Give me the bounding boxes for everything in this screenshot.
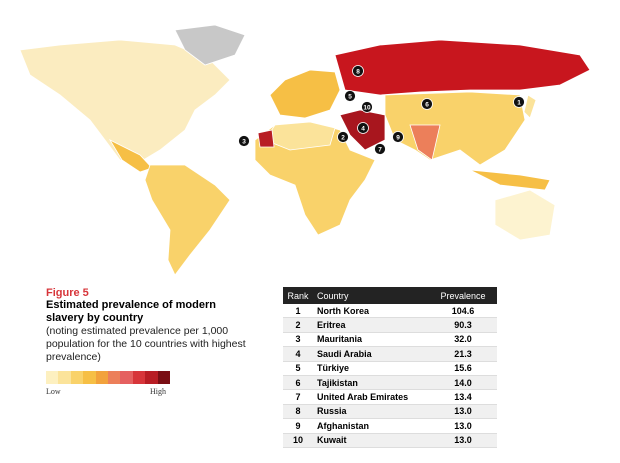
table-row: 1 North Korea 104.6	[283, 304, 497, 319]
rank-marker	[238, 135, 250, 147]
table-cell: 6	[283, 375, 313, 391]
figure-title: Estimated prevalence of modern slavery b…	[46, 299, 216, 324]
rank-marker-label: 10	[363, 105, 371, 112]
table-cell: Tajikistan	[313, 375, 429, 391]
table-cell: 3	[283, 332, 313, 348]
rank-marker	[361, 101, 373, 113]
table-row: 9 Afghanistan 13.0	[283, 418, 497, 434]
table-row: 4 Saudi Arabia 21.3	[283, 346, 497, 362]
table-cell: 104.6	[429, 304, 497, 319]
swatch	[132, 371, 146, 384]
header-row: Rank Country Prevalence	[283, 287, 497, 304]
north-america	[19, 39, 231, 163]
rank-marker	[352, 65, 364, 77]
table-cell: Mauritania	[313, 332, 429, 348]
rank-marker-label: 6	[425, 102, 429, 109]
rank-marker-label: 2	[341, 135, 345, 142]
table-cell: Russia	[313, 404, 429, 420]
figure-note: (noting estimated prevalence per 1,000 p…	[46, 325, 246, 363]
figure-caption: Figure 5 Estimated prevalence of modern …	[46, 287, 246, 364]
table-row: 2 Eritrea 90.3	[283, 317, 497, 333]
rank-marker	[344, 90, 356, 102]
rank-marker-label: 9	[396, 135, 400, 142]
asia	[384, 91, 526, 166]
table-cell: 90.3	[429, 317, 497, 333]
south-asia	[409, 124, 441, 161]
rank-marker	[421, 98, 433, 110]
table-cell: 14.0	[429, 375, 497, 391]
legend-scale	[46, 371, 170, 384]
table-cell: 5	[283, 361, 313, 376]
ranking-table: Rank Country Prevalence 1 North Korea 104.…	[283, 287, 497, 448]
australia	[494, 189, 556, 241]
table-cell: 21.3	[429, 346, 497, 362]
table-cell: 1	[283, 304, 313, 319]
world-map: 1 2 3 4 5 6 7 8 9 10	[19, 24, 591, 276]
japan	[523, 94, 537, 119]
swatch	[120, 371, 133, 384]
figure-label: Figure 5	[46, 287, 89, 299]
table-cell: 8	[283, 404, 313, 420]
table-cell: North Korea	[313, 304, 429, 319]
table-row: 7 United Arab Emirates 13.4	[283, 389, 497, 405]
table-cell: Saudi Arabia	[313, 346, 429, 362]
table-cell: 9	[283, 418, 313, 434]
rank-marker-label: 7	[378, 147, 382, 154]
swatch	[145, 371, 158, 384]
mauritania	[257, 129, 275, 148]
rank-marker-label: 4	[361, 126, 365, 133]
rank-marker	[357, 122, 369, 134]
rank-marker	[392, 131, 404, 143]
table-cell: 13.0	[429, 418, 497, 434]
southeast-asia	[469, 169, 551, 191]
table-row: 5 Türkiye 15.6	[283, 361, 497, 376]
central-america	[108, 139, 153, 173]
table-cell: 32.0	[429, 332, 497, 348]
legend-high: High	[150, 387, 166, 396]
table-cell: Afghanistan	[313, 418, 429, 434]
rank-marker-label: 1	[517, 100, 521, 107]
column-header: Country	[313, 287, 429, 304]
table-row: 8 Russia 13.0	[283, 404, 497, 420]
table-cell: Kuwait	[313, 433, 429, 448]
swatch	[83, 371, 96, 384]
legend-low: Low	[46, 387, 61, 396]
table-cell: 10	[283, 433, 313, 448]
table-row: 3 Mauritania 32.0	[283, 332, 497, 348]
table-cell: 15.6	[429, 361, 497, 376]
rank-marker-label: 8	[356, 69, 360, 76]
swatch	[46, 371, 59, 384]
table-cell: 4	[283, 346, 313, 362]
rank-marker	[513, 96, 525, 108]
swatch	[58, 371, 71, 384]
table-row: 6 Tajikistan 14.0	[283, 375, 497, 391]
swatch	[157, 371, 170, 384]
table-cell: 13.0	[429, 433, 497, 448]
rank-marker-label: 3	[242, 139, 246, 146]
column-header: Rank	[283, 287, 313, 304]
greenland	[174, 24, 246, 66]
table-cell: Eritrea	[313, 317, 429, 333]
rank-marker-label: 5	[348, 94, 352, 101]
russia	[334, 39, 591, 96]
rank-marker	[374, 143, 386, 155]
europe	[269, 69, 341, 119]
table-cell: United Arab Emirates	[313, 389, 429, 405]
table-cell: 7	[283, 389, 313, 405]
table-cell: 13.0	[429, 404, 497, 420]
table-cell: 13.4	[429, 389, 497, 405]
table-row: 10 Kuwait 13.0	[283, 433, 497, 448]
column-header: Prevalence	[429, 287, 497, 304]
table-cell: 2	[283, 317, 313, 333]
table-cell: Türkiye	[313, 361, 429, 376]
rank-marker	[337, 131, 349, 143]
swatch	[107, 371, 121, 384]
swatch	[95, 371, 108, 384]
swatch	[70, 371, 84, 384]
south-america	[144, 164, 231, 276]
